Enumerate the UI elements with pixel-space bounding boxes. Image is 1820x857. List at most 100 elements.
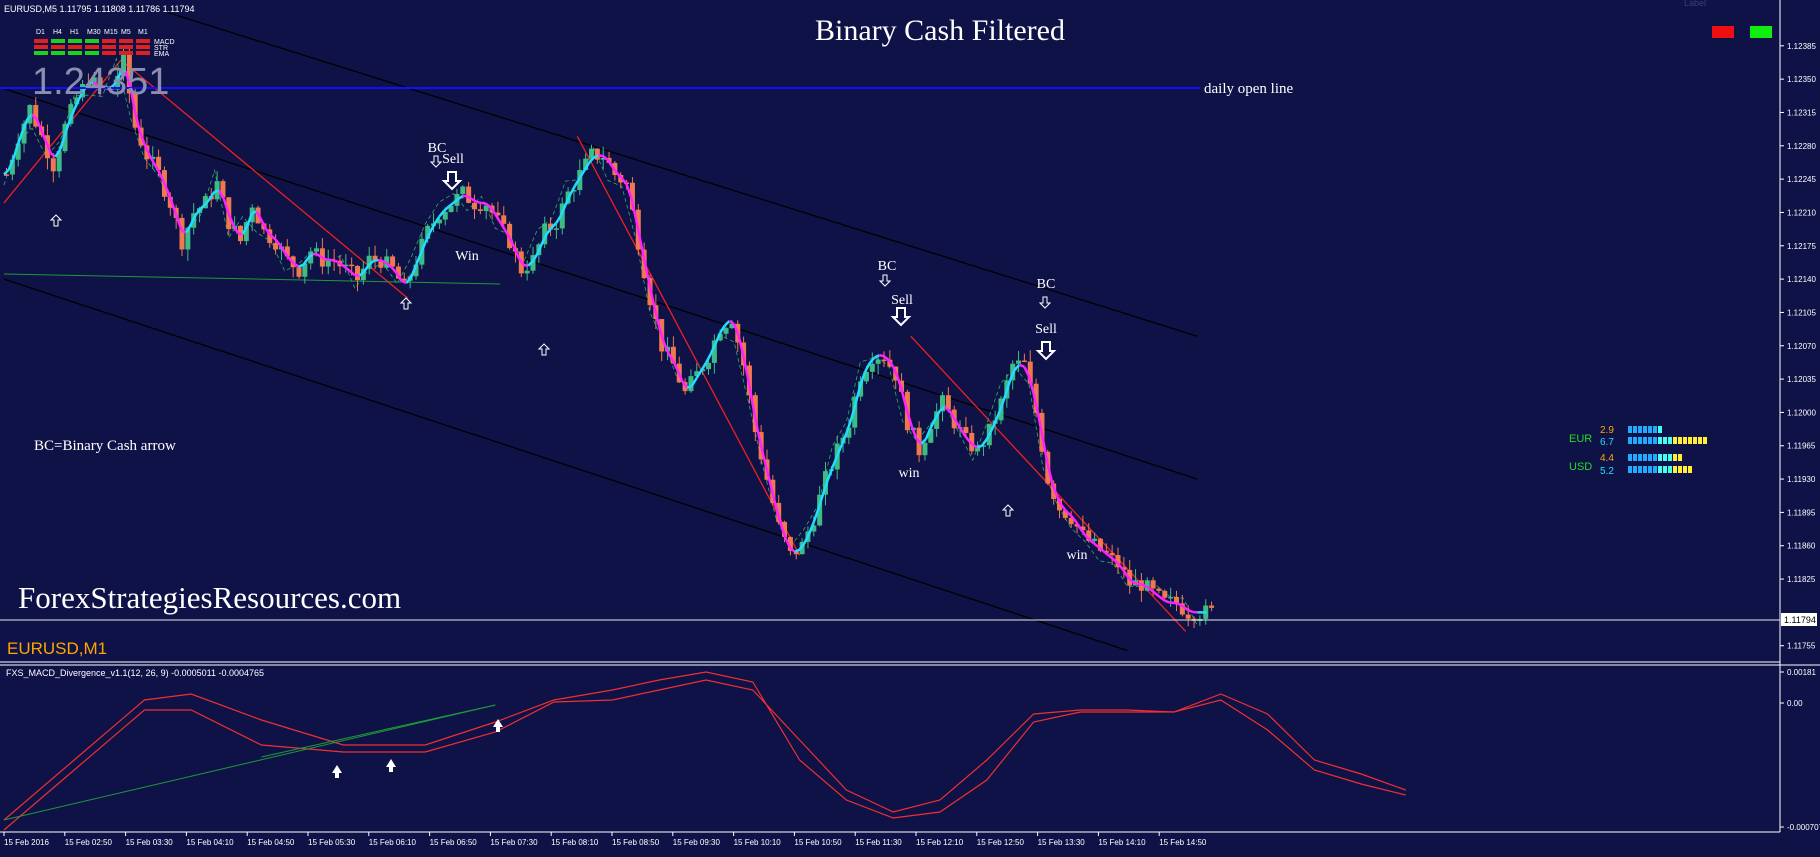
candle-body xyxy=(460,187,465,194)
sell-label: Sell xyxy=(442,152,464,167)
candle-body xyxy=(963,427,968,433)
strength-bar xyxy=(1638,426,1642,433)
strength-bar xyxy=(1648,466,1652,473)
candle-body xyxy=(1110,553,1115,555)
trend-cell xyxy=(85,39,99,43)
price-tick-label: 1.12140 xyxy=(1787,275,1816,284)
strength-bar xyxy=(1668,437,1672,444)
ma-segment xyxy=(477,202,482,203)
strength-bar xyxy=(1653,454,1657,461)
ma-segment xyxy=(523,265,528,266)
strength-bar xyxy=(1703,437,1707,444)
time-tick-label: 15 Feb 09:30 xyxy=(673,838,721,847)
trend-cell xyxy=(102,45,116,49)
strength-bar xyxy=(1678,466,1682,473)
price-tick-label: 1.11965 xyxy=(1787,442,1816,451)
price-tick-label: 1.12315 xyxy=(1787,108,1816,117)
win-label: win xyxy=(1067,548,1088,563)
price-tick-label: 1.11755 xyxy=(1787,642,1816,651)
price-tick-label: 1.11895 xyxy=(1787,508,1816,517)
ma-segment xyxy=(378,260,383,261)
candle-body xyxy=(466,187,471,203)
timeframe-label: H1 xyxy=(70,29,79,36)
strength-bar xyxy=(1633,426,1637,433)
price-tick-label: 1.12175 xyxy=(1787,242,1816,251)
candle-body xyxy=(501,215,506,224)
candle-body xyxy=(180,218,185,250)
time-tick-label: 15 Feb 10:50 xyxy=(794,838,842,847)
time-tick-label: 15 Feb 06:50 xyxy=(430,838,478,847)
time-tick-label: 15 Feb 02:50 xyxy=(65,838,113,847)
chart-title: Binary Cash Filtered xyxy=(815,14,1065,47)
price-tick-label: 1.12280 xyxy=(1787,142,1816,151)
strength-bar xyxy=(1668,466,1672,473)
ma-segment xyxy=(322,258,327,260)
strength-bar xyxy=(1688,437,1692,444)
time-tick-label: 15 Feb 11:30 xyxy=(855,838,902,847)
strength-bar xyxy=(1658,437,1662,444)
strength-bar xyxy=(1638,454,1642,461)
candle-body xyxy=(525,271,530,274)
strength-bar xyxy=(1643,454,1647,461)
strength-value: 6.7 xyxy=(1600,437,1614,448)
candle-body xyxy=(922,443,927,455)
sell-label: Sell xyxy=(891,293,913,308)
candle-body xyxy=(1186,615,1191,619)
time-tick-label: 15 Feb 07:30 xyxy=(490,838,538,847)
candle-body xyxy=(876,360,881,364)
price-tick-label: 1.12385 xyxy=(1787,42,1816,51)
strength-bar xyxy=(1628,426,1632,433)
ma-segment xyxy=(1020,365,1025,367)
strength-bar xyxy=(1638,466,1642,473)
trend-cell xyxy=(119,45,133,49)
candle-body xyxy=(1162,591,1167,598)
candle-body xyxy=(297,267,302,277)
candle-body xyxy=(1092,539,1097,541)
strength-bar xyxy=(1678,437,1682,444)
strength-bar xyxy=(1658,426,1662,433)
ma-segment xyxy=(977,446,982,448)
trend-cell xyxy=(51,39,65,43)
trend-cell xyxy=(85,51,99,55)
time-tick-label: 15 Feb 10:10 xyxy=(734,838,782,847)
strength-bar xyxy=(1638,437,1642,444)
ma-segment xyxy=(1174,603,1179,604)
ma-segment xyxy=(332,260,337,261)
trend-cell xyxy=(102,51,116,55)
timeframe-label: M30 xyxy=(87,29,101,36)
trend-cell xyxy=(34,39,48,43)
strength-bar xyxy=(1663,454,1667,461)
time-tick-label: 15 Feb 12:50 xyxy=(977,838,1025,847)
ma-segment xyxy=(879,355,884,356)
timeframe-label: H4 xyxy=(53,29,62,36)
timeframe-label: M1 xyxy=(138,29,148,36)
win-label: win xyxy=(899,466,920,481)
ma-segment xyxy=(1188,610,1193,612)
strength-bar xyxy=(1673,454,1677,461)
trend-cell xyxy=(136,51,150,55)
strength-bar xyxy=(1678,454,1682,461)
strength-bar xyxy=(1628,454,1632,461)
indicator-row-label: EMA xyxy=(154,51,170,58)
strength-bar xyxy=(1663,466,1667,473)
ma-segment xyxy=(374,260,379,261)
strength-bar xyxy=(1648,437,1652,444)
strength-bar xyxy=(1668,454,1672,461)
ma-segment xyxy=(299,265,304,267)
strength-bar xyxy=(1673,437,1677,444)
strength-currency-usd: USD xyxy=(1569,461,1592,473)
price-tick-label: 1.11860 xyxy=(1787,542,1816,551)
trend-cell xyxy=(119,39,133,43)
strength-bar xyxy=(1643,437,1647,444)
trend-cell xyxy=(51,51,65,55)
strength-bar xyxy=(1683,466,1687,473)
strength-bar xyxy=(1643,466,1647,473)
ma-segment xyxy=(1165,601,1170,603)
symbol-timeframe-tag: EURUSD,M1 xyxy=(7,639,107,658)
daily-open-label: daily open line xyxy=(1204,81,1293,97)
price-tick-label: 1.12350 xyxy=(1787,75,1816,84)
price-tick-label: 1.11825 xyxy=(1787,575,1816,584)
strength-bar xyxy=(1683,437,1687,444)
